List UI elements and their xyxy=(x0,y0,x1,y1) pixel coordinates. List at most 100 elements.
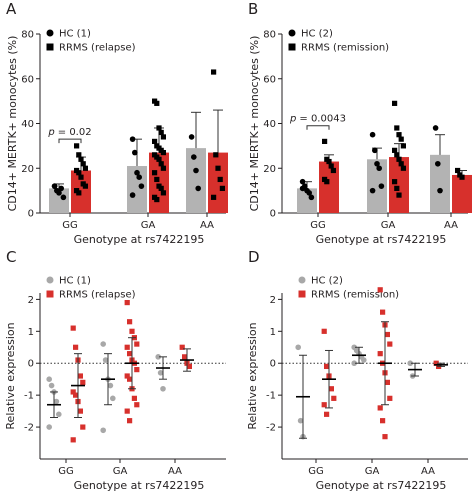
data-point-square xyxy=(382,434,388,440)
data-point-circle xyxy=(100,341,106,347)
data-point-square xyxy=(76,152,82,158)
data-point-square xyxy=(124,373,130,379)
data-point-circle xyxy=(48,382,55,389)
data-point-circle xyxy=(51,183,58,189)
y-tick-label: 20 xyxy=(21,164,34,175)
data-point-square xyxy=(455,167,461,174)
data-point-square xyxy=(80,424,86,430)
x-tick-label: AA xyxy=(421,466,435,477)
data-point-square xyxy=(78,156,84,162)
data-point-square xyxy=(127,376,133,382)
series-rrms xyxy=(319,100,472,213)
series-rrms xyxy=(70,299,194,443)
x-tick-label: AA xyxy=(444,220,458,231)
x-tick-label: GA xyxy=(113,466,128,477)
data-point-circle xyxy=(299,178,306,185)
bar xyxy=(367,159,387,213)
data-point-circle xyxy=(134,169,140,176)
bar xyxy=(389,157,409,213)
series-hc xyxy=(295,344,422,440)
data-point-square xyxy=(186,363,192,370)
significance-bracket: p = 0.0043 xyxy=(289,114,346,130)
data-point-circle xyxy=(351,360,358,367)
data-point-circle xyxy=(60,194,67,201)
data-point-square xyxy=(217,176,223,183)
data-point-circle xyxy=(110,395,116,402)
y-tick-label: -2 xyxy=(24,423,34,434)
data-point-circle xyxy=(195,185,201,192)
x-tick-label: GG xyxy=(58,466,74,477)
p-symbol: p xyxy=(47,127,54,138)
bar xyxy=(208,152,228,213)
data-point-square xyxy=(396,156,402,162)
legend-label: HC (1) xyxy=(59,276,91,287)
data-point-square xyxy=(392,179,398,185)
data-point-circle xyxy=(306,190,313,196)
data-point-square xyxy=(160,149,166,156)
data-point-square xyxy=(387,341,393,347)
data-point-circle xyxy=(100,427,106,434)
data-point-square xyxy=(129,328,135,334)
legend-label: RRMS (relapse) xyxy=(59,290,136,301)
data-point-square xyxy=(160,165,166,171)
data-point-square xyxy=(78,174,84,180)
legend-marker-square xyxy=(298,290,306,298)
data-point-circle xyxy=(432,125,439,131)
data-point-circle xyxy=(107,382,114,389)
data-point-square xyxy=(182,354,188,360)
data-point-circle xyxy=(46,376,52,382)
data-point-square xyxy=(211,194,217,200)
legend-marker-circle xyxy=(46,29,54,37)
y-tick-label: 40 xyxy=(21,119,34,130)
x-tick-label: GA xyxy=(141,220,156,231)
data-point-square xyxy=(328,163,334,169)
data-point-square xyxy=(321,402,327,408)
series-rrms xyxy=(71,69,228,213)
data-point-square xyxy=(154,100,160,106)
data-point-square xyxy=(179,344,185,350)
data-point-circle xyxy=(157,370,164,376)
data-point-square xyxy=(70,437,76,443)
data-point-square xyxy=(328,386,334,392)
panel-letter: C xyxy=(6,248,16,266)
data-point-square xyxy=(400,143,406,149)
bracket-line xyxy=(306,125,330,130)
data-point-circle xyxy=(369,187,376,194)
data-point-square xyxy=(80,161,86,167)
x-tick-label: AA xyxy=(200,220,214,231)
series-hc xyxy=(297,125,450,213)
data-point-square xyxy=(82,165,88,171)
data-point-square xyxy=(324,411,330,417)
data-point-square xyxy=(124,344,130,350)
y-tick-label: -2 xyxy=(266,423,276,434)
x-tick-label: AA xyxy=(168,466,182,477)
legend-label: HC (1) xyxy=(59,29,91,40)
legend-label: HC (2) xyxy=(301,29,333,40)
panel-letter: B xyxy=(248,0,258,18)
legend-label: RRMS (remission) xyxy=(301,43,389,54)
data-point-square xyxy=(158,129,164,136)
data-point-square xyxy=(77,373,83,379)
data-point-circle xyxy=(372,147,378,154)
data-point-square xyxy=(219,185,225,191)
data-point-square xyxy=(324,363,330,370)
data-point-square xyxy=(76,170,82,176)
bar xyxy=(319,161,339,213)
data-point-square xyxy=(326,158,332,165)
data-point-square xyxy=(400,165,406,171)
data-point-square xyxy=(127,418,133,424)
y-tick-label: 0 xyxy=(270,209,276,220)
data-point-square xyxy=(394,125,400,131)
data-point-circle xyxy=(136,174,142,180)
series-hc xyxy=(49,111,206,213)
legend-marker-square xyxy=(46,43,54,51)
data-point-circle xyxy=(46,424,52,430)
data-point-square xyxy=(70,325,76,331)
data-point-circle xyxy=(56,190,62,196)
data-point-circle xyxy=(53,398,60,405)
data-point-square xyxy=(73,392,79,398)
data-point-circle xyxy=(155,354,161,360)
y-tick-label: 80 xyxy=(263,30,276,41)
legend-marker-square xyxy=(46,290,54,298)
